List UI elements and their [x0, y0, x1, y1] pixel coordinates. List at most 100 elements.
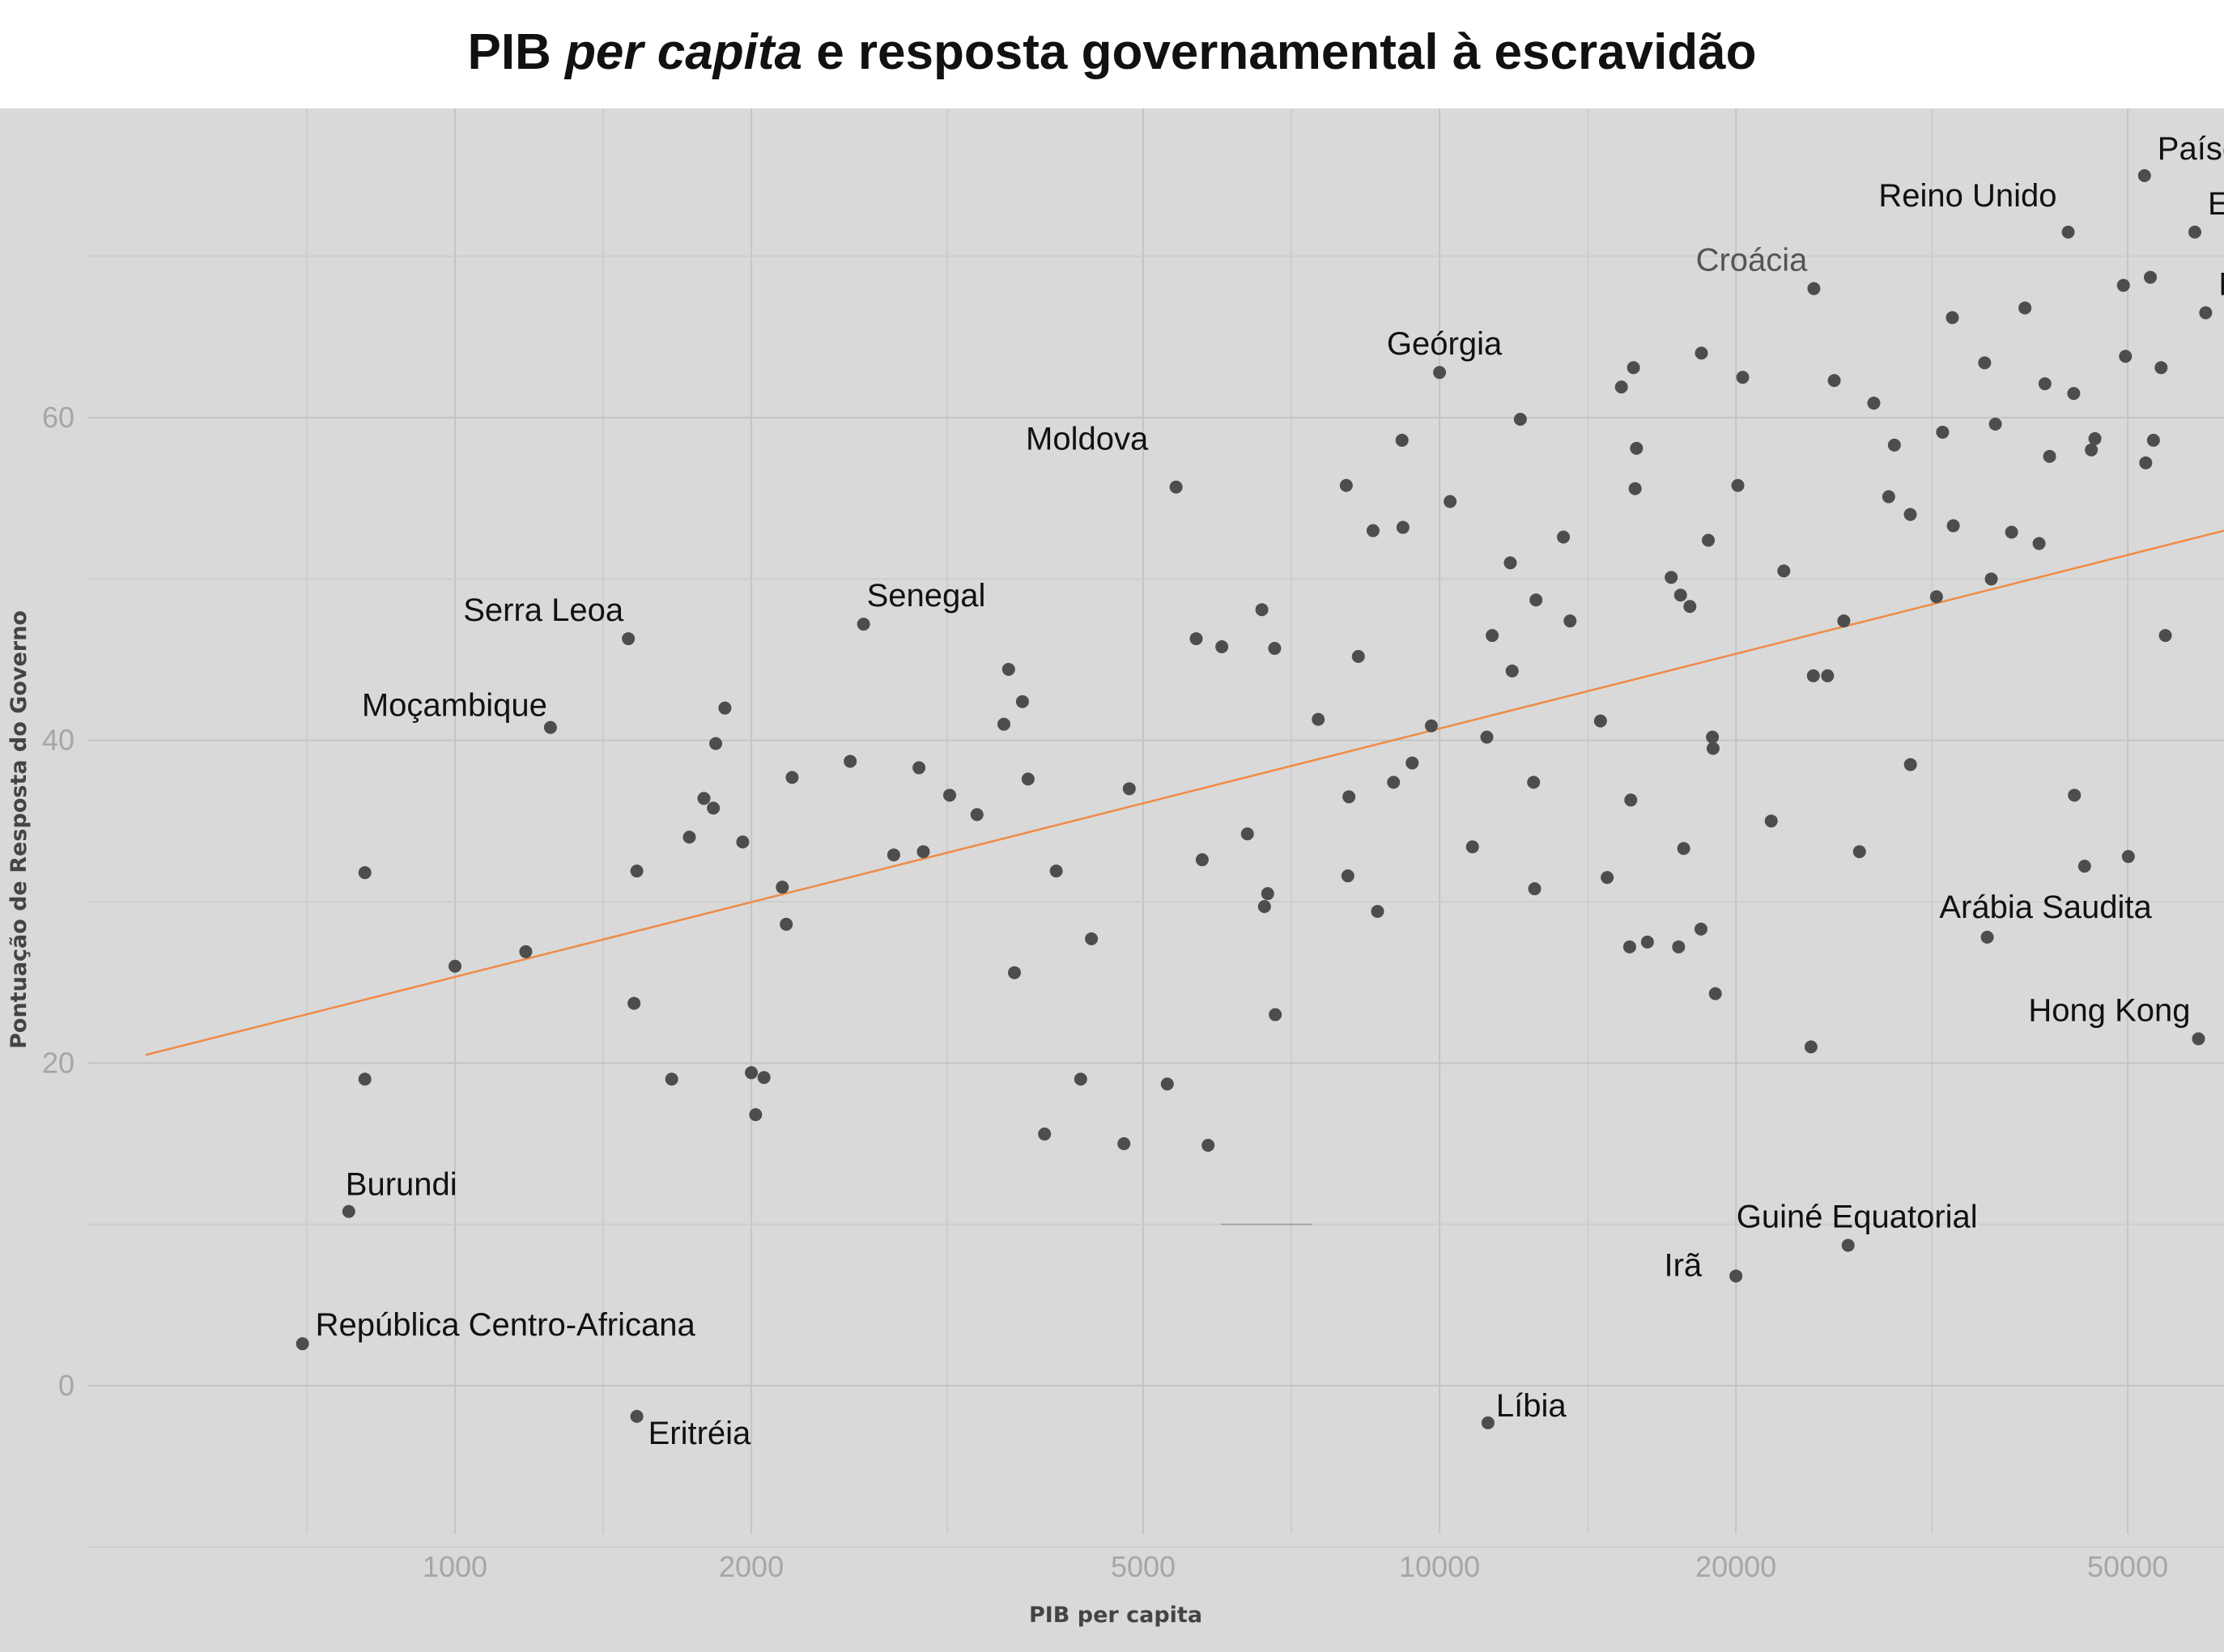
data-point	[1189, 632, 1203, 646]
data-point	[519, 945, 533, 958]
data-point	[1505, 664, 1519, 677]
data-point	[1640, 935, 1654, 949]
data-point	[1804, 1040, 1818, 1054]
data-point	[1269, 1008, 1282, 1021]
data-point	[358, 1072, 372, 1086]
data-point	[2038, 377, 2052, 391]
labeled-data-point	[1980, 930, 1994, 944]
chart-title-part: per capita	[565, 24, 802, 80]
labeled-data-point	[1841, 1238, 1855, 1252]
data-point	[1015, 694, 1029, 708]
labeled-data-point	[543, 720, 557, 734]
x-tick-label: 1000	[423, 1550, 487, 1583]
data-point	[2005, 525, 2018, 539]
data-points	[296, 169, 2213, 1429]
x-tick-label: 5000	[1111, 1550, 1176, 1583]
data-point	[1366, 524, 1380, 537]
point-labels: Países Baixos Reino Unido Estados Unidos Cr…	[316, 131, 2224, 1451]
data-point	[2077, 860, 2091, 873]
data-point	[757, 1071, 771, 1085]
point-label: Países Baixos	[2158, 131, 2224, 167]
data-point	[1528, 882, 1541, 896]
data-point	[1342, 790, 1356, 804]
data-point	[1396, 520, 1410, 534]
data-point	[1978, 356, 1992, 370]
data-point	[2068, 788, 2082, 802]
labeled-data-point	[296, 1337, 309, 1351]
data-point	[942, 788, 956, 802]
point-label: Senegal	[867, 578, 986, 614]
data-point	[1563, 614, 1577, 628]
data-point	[1339, 478, 1353, 492]
labeled-data-point	[1729, 1269, 1743, 1283]
data-point	[1867, 397, 1881, 410]
data-point	[1946, 519, 1960, 533]
point-label: Burundi	[346, 1167, 457, 1203]
point-label: Irã	[1664, 1247, 1702, 1283]
data-point	[2119, 350, 2133, 363]
data-point	[1038, 1128, 1052, 1141]
data-point	[1706, 741, 1720, 755]
labeled-data-point	[2199, 306, 2213, 320]
data-point	[1627, 361, 1640, 375]
y-tick-label: 40	[42, 724, 74, 757]
labeled-data-point	[2192, 1032, 2205, 1046]
data-point	[1837, 614, 1851, 628]
y-tick-label: 60	[42, 401, 74, 434]
data-point	[1764, 814, 1778, 828]
data-point	[1257, 899, 1271, 913]
data-point	[1903, 507, 1917, 521]
labeled-data-point	[1433, 366, 1447, 380]
data-point	[1503, 556, 1517, 570]
data-point	[2139, 456, 2153, 469]
data-point	[1706, 730, 1720, 744]
data-point	[1312, 712, 1325, 726]
data-point	[1085, 932, 1099, 945]
labeled-data-point	[622, 632, 636, 646]
data-point	[745, 1066, 759, 1080]
data-point	[997, 717, 1010, 731]
chart-title: PIB per capita e resposta governamental …	[0, 8, 2224, 97]
data-point	[1122, 782, 1136, 796]
data-point	[709, 737, 723, 750]
trend-line-group	[145, 529, 2224, 1056]
data-point	[1628, 482, 1642, 495]
point-label: Moldova	[1026, 422, 1149, 457]
data-point	[1614, 380, 1628, 394]
data-point	[627, 996, 641, 1010]
data-point	[2116, 278, 2130, 292]
data-point	[1882, 490, 1895, 503]
point-label: Croácia	[1696, 243, 1809, 278]
data-point	[1405, 756, 1419, 770]
data-point	[358, 866, 372, 880]
data-point	[1424, 719, 1438, 733]
data-point	[1049, 864, 1063, 878]
data-point	[1021, 772, 1035, 786]
data-point	[2067, 387, 2081, 401]
data-point	[912, 761, 926, 775]
data-point	[1529, 593, 1543, 607]
data-point	[697, 792, 711, 805]
x-tick-label: 10000	[1399, 1550, 1480, 1583]
data-point	[2085, 443, 2099, 457]
data-point	[2088, 431, 2102, 445]
data-point	[1695, 346, 1708, 360]
grid-lines	[87, 108, 2224, 1548]
data-point	[1593, 714, 1607, 728]
data-point	[776, 881, 789, 894]
data-point	[1513, 412, 1527, 426]
data-point	[1929, 590, 1943, 604]
data-point	[1268, 642, 1282, 656]
data-point	[1806, 669, 1820, 682]
data-point	[1887, 438, 1901, 452]
data-point	[1341, 869, 1354, 883]
data-point	[1677, 842, 1690, 856]
data-point	[1261, 887, 1274, 901]
data-point	[1160, 1077, 1174, 1091]
data-point	[2018, 301, 2032, 315]
point-label: Noruega	[2218, 266, 2224, 302]
y-tick-label: 20	[42, 1046, 74, 1079]
data-point	[1852, 845, 1866, 859]
data-point	[1387, 775, 1401, 789]
